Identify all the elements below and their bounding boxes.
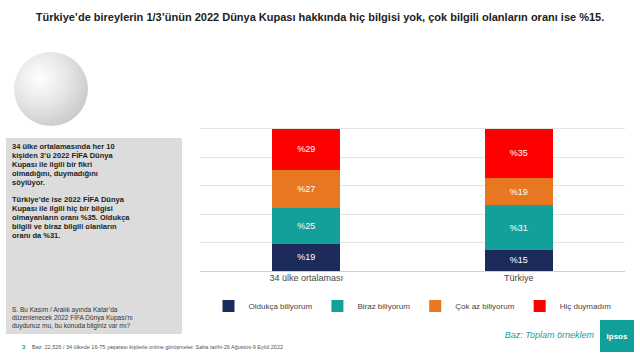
html-text:3: 3 bbox=[22, 344, 26, 350]
svg-text:Oldukça biliyorum: Oldukça biliyorum bbox=[249, 302, 313, 311]
svg-text:%15: %15 bbox=[510, 255, 528, 265]
svg-text:%29: %29 bbox=[297, 144, 315, 154]
svg-text:%31: %31 bbox=[510, 223, 528, 233]
html-text:34 ülke ortalamasında her 10 k: 34 ülke ortalamasında her 10 kişiden 3’ü… bbox=[12, 142, 115, 187]
html-text:Türkiye’de bireylerin 1/3’ünün: Türkiye’de bireylerin 1/3’ünün 2022 Düny… bbox=[35, 11, 605, 23]
svg-text:%19: %19 bbox=[297, 252, 315, 262]
html-text:S. Bu Kasım / Aralık ayında Ka: S. Bu Kasım / Aralık ayında Katar’da düz… bbox=[12, 306, 133, 329]
html-text:Baz: Toplam örneklem: Baz: Toplam örneklem bbox=[504, 330, 594, 340]
svg-text:Hiç duymadım: Hiç duymadım bbox=[560, 302, 611, 311]
svg-text:%35: %35 bbox=[510, 148, 528, 158]
svg-text:Türkiye: Türkiye bbox=[504, 273, 534, 283]
html-text:Ipsos: Ipsos bbox=[606, 331, 628, 341]
html-text:Baz: 22,526 / 34 ülkede 16-75: Baz: 22,526 / 34 ülkede 16-75 yaşarası k… bbox=[32, 344, 283, 350]
svg-text:%19: %19 bbox=[510, 187, 528, 197]
html-text:Türkiye’de ise 2022 FİFA Dünya: Türkiye’de ise 2022 FİFA Dünya Kupası il… bbox=[12, 195, 130, 240]
svg-text:Çok az biliyorum: Çok az biliyorum bbox=[455, 302, 514, 311]
svg-text:34 ülke ortalaması: 34 ülke ortalaması bbox=[269, 273, 343, 283]
svg-text:%25: %25 bbox=[297, 221, 315, 231]
svg-text:%27: %27 bbox=[297, 184, 315, 194]
svg-text:Biraz biliyorum: Biraz biliyorum bbox=[357, 302, 410, 311]
